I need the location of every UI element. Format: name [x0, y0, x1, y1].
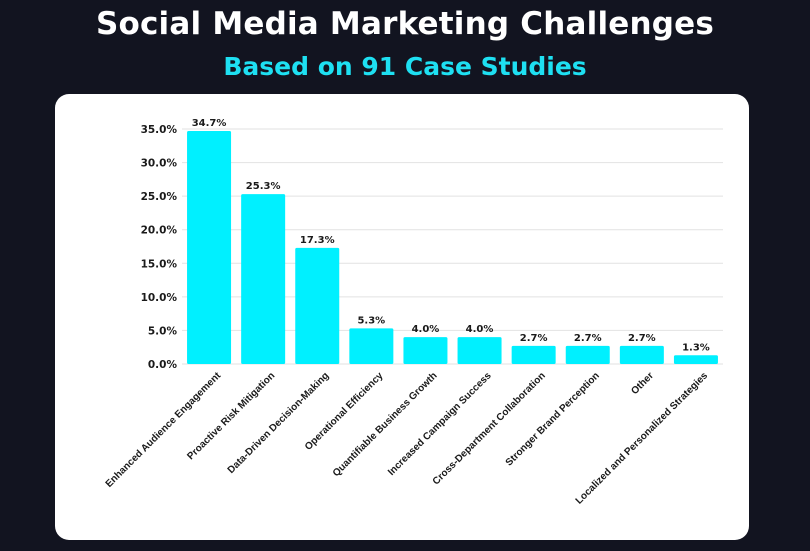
y-tick-label: 0.0%	[148, 359, 178, 371]
x-tick-label: Stronger Brand Perception	[504, 370, 602, 468]
chart-subtitle: Based on 91 Case Studies	[223, 52, 587, 81]
data-label: 25.3%	[246, 181, 281, 192]
y-tick-label: 5.0%	[148, 325, 178, 337]
bar	[295, 247, 340, 364]
data-label: 5.3%	[357, 315, 385, 326]
y-tick-label: 25.0%	[141, 191, 178, 203]
data-label: 4.0%	[412, 324, 440, 335]
bar-chart: 0.0% 5.0% 10.0% 15.0% 20.0% 25.0% 30.0% 35.0% 34…	[104, 118, 723, 507]
bar	[349, 328, 394, 364]
data-label: 34.7%	[192, 118, 227, 129]
chart-card: 0.0% 5.0% 10.0% 15.0% 20.0% 25.0% 30.0% 35.0% 34…	[55, 94, 749, 540]
y-tick-label: 35.0%	[141, 124, 178, 136]
chart-title: Social Media Marketing Challenges	[95, 6, 715, 42]
data-label: 2.7%	[574, 333, 602, 344]
data-label: 2.7%	[628, 333, 656, 344]
bar	[619, 345, 664, 364]
bar	[457, 337, 502, 364]
bar	[403, 337, 448, 364]
bar	[673, 355, 718, 364]
x-tick-label: Enhanced Audience Engagement	[104, 370, 224, 490]
x-tick-label: Increased Campaign Success	[386, 370, 494, 478]
data-label: 4.0%	[466, 324, 494, 335]
y-tick-label: 20.0%	[141, 225, 178, 237]
y-tick-label: 30.0%	[141, 158, 178, 170]
x-tick-label: Quantifiable Business Growth	[331, 370, 440, 479]
data-label: 2.7%	[520, 333, 548, 344]
x-tick-label: Proactive Risk Mitigation	[185, 370, 277, 462]
x-tick-label: Data-Driven Decision-Making	[226, 370, 332, 476]
bar	[511, 345, 556, 364]
y-tick-label: 10.0%	[141, 292, 178, 304]
x-tick-label: Other	[629, 370, 656, 397]
x-tick-label: Cross-Department Collaboration	[431, 370, 548, 487]
bar	[241, 194, 286, 364]
data-label: 17.3%	[300, 235, 335, 246]
data-label: 1.3%	[682, 342, 710, 353]
y-tick-label: 15.0%	[141, 258, 178, 270]
bar	[565, 345, 610, 364]
bar	[187, 131, 232, 364]
